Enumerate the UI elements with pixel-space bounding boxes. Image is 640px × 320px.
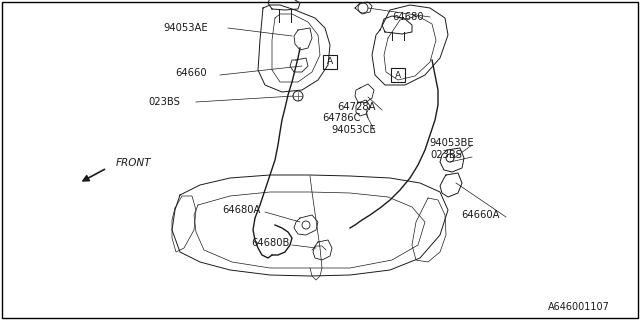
Text: 64786C: 64786C: [322, 113, 360, 123]
Text: 64680: 64680: [392, 12, 424, 22]
Text: A646001107: A646001107: [548, 302, 610, 312]
Bar: [391, 68, 405, 82]
Text: A: A: [395, 70, 401, 79]
Text: 023BS: 023BS: [430, 150, 462, 160]
Text: A: A: [327, 58, 333, 67]
Text: 94053AE: 94053AE: [163, 23, 207, 33]
Text: 64660A: 64660A: [461, 210, 499, 220]
Text: 64728A: 64728A: [337, 102, 376, 112]
Text: FRONT: FRONT: [116, 158, 152, 168]
Text: 64680B: 64680B: [251, 238, 289, 248]
Text: 94053BE: 94053BE: [429, 138, 474, 148]
Text: 023BS: 023BS: [148, 97, 180, 107]
Text: 94053CE: 94053CE: [331, 125, 376, 135]
Text: 64680A: 64680A: [222, 205, 260, 215]
Bar: [323, 55, 337, 69]
Text: 64660: 64660: [175, 68, 207, 78]
